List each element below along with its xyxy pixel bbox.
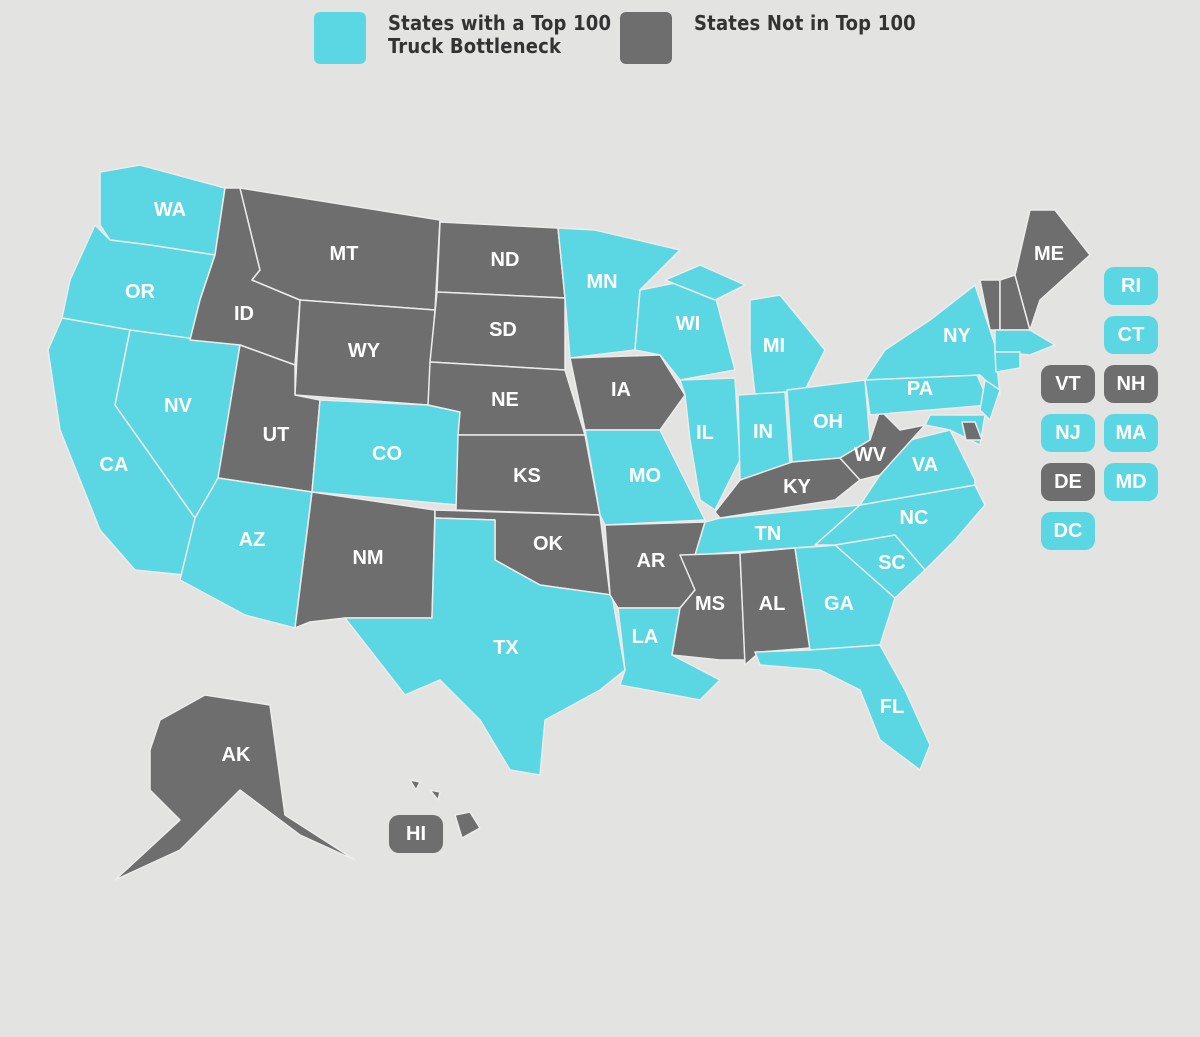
- state-label-wa: WA: [154, 199, 186, 221]
- state-label-sc: SC: [878, 552, 906, 574]
- state-button-de[interactable]: DE: [1041, 463, 1095, 501]
- state-label-az: AZ: [239, 529, 266, 551]
- state-label-me: ME: [1034, 243, 1064, 265]
- state-label-ar: AR: [637, 550, 666, 572]
- legend-swatch-not-top100: [620, 12, 672, 64]
- state-button-nj[interactable]: NJ: [1041, 414, 1095, 452]
- state-hi[interactable]: [409, 779, 421, 791]
- state-button-ri[interactable]: RI: [1104, 267, 1158, 305]
- state-nj[interactable]: [979, 379, 1001, 421]
- state-label-al: AL: [759, 593, 786, 615]
- state-button-vt[interactable]: VT: [1041, 365, 1095, 403]
- state-label-nd: ND: [491, 249, 520, 271]
- state-label-ny: NY: [943, 325, 971, 347]
- state-label-la: LA: [632, 626, 659, 648]
- state-label-ri: RI: [1121, 275, 1141, 297]
- state-label-ut: UT: [263, 424, 290, 446]
- state-label-ma: MA: [1115, 422, 1146, 444]
- state-label-id: ID: [234, 303, 254, 325]
- state-al[interactable]: [739, 547, 811, 666]
- state-ak[interactable]: [114, 694, 356, 881]
- state-button-ma[interactable]: MA: [1104, 414, 1158, 452]
- state-mi[interactable]: [749, 294, 826, 396]
- state-ma[interactable]: [994, 329, 1056, 356]
- state-label-co: CO: [372, 443, 402, 465]
- state-hi[interactable]: [429, 789, 441, 801]
- state-fl[interactable]: [754, 644, 931, 771]
- state-mi[interactable]: [664, 264, 746, 301]
- state-ia[interactable]: [569, 354, 686, 431]
- state-label-wv: WV: [854, 444, 887, 466]
- state-label-ak: AK: [222, 744, 251, 766]
- state-ct[interactable]: [994, 351, 1021, 373]
- state-label-de: DE: [1054, 471, 1082, 493]
- state-label-dc: DC: [1054, 520, 1083, 542]
- state-label-tn: TN: [755, 523, 782, 545]
- state-label-ms: MS: [695, 593, 725, 615]
- state-mo[interactable]: [584, 429, 706, 526]
- state-label-ok: OK: [533, 533, 564, 555]
- state-label-nv: NV: [164, 395, 192, 417]
- state-label-mo: MO: [629, 465, 661, 487]
- state-label-mi: MI: [763, 335, 785, 357]
- state-button-nh[interactable]: NH: [1104, 365, 1158, 403]
- state-tx[interactable]: [344, 517, 626, 776]
- state-label-in: IN: [753, 421, 773, 443]
- state-label-tx: TX: [493, 637, 519, 659]
- state-me[interactable]: [1014, 209, 1091, 331]
- state-label-il: IL: [696, 422, 714, 444]
- state-label-va: VA: [912, 454, 938, 476]
- state-label-mt: MT: [330, 243, 359, 265]
- state-wv[interactable]: [839, 409, 926, 481]
- state-label-or: OR: [125, 281, 156, 303]
- state-label-nh: NH: [1117, 373, 1146, 395]
- state-label-nj: NJ: [1055, 422, 1081, 444]
- state-hi[interactable]: [454, 811, 481, 839]
- legend-item-top100: States with a Top 100 Truck Bottleneck: [314, 12, 611, 64]
- state-label-wi: WI: [676, 313, 700, 335]
- state-label-mn: MN: [586, 271, 617, 293]
- state-label-wy: WY: [348, 340, 381, 362]
- legend-swatch-top100: [314, 12, 366, 64]
- state-button-dc[interactable]: DC: [1041, 512, 1095, 550]
- state-label-ky: KY: [783, 476, 811, 498]
- state-label-vt: VT: [1055, 373, 1081, 395]
- state-label-ks: KS: [513, 465, 541, 487]
- state-label-oh: OH: [813, 411, 843, 433]
- state-label-sd: SD: [489, 319, 517, 341]
- state-label-nm: NM: [352, 547, 383, 569]
- state-label-ca: CA: [100, 454, 129, 476]
- state-label-ga: GA: [824, 593, 854, 615]
- state-label-pa: PA: [907, 378, 933, 400]
- state-label-nc: NC: [900, 507, 929, 529]
- state-label-md: MD: [1115, 471, 1146, 493]
- state-button-ct[interactable]: CT: [1104, 316, 1158, 354]
- state-button-md[interactable]: MD: [1104, 463, 1158, 501]
- state-il[interactable]: [679, 377, 741, 511]
- legend-label-not-top100: States Not in Top 100: [694, 11, 916, 35]
- legend-item-not-top100: States Not in Top 100: [620, 12, 916, 64]
- legend-label-top100: States with a Top 100 Truck Bottleneck: [388, 11, 612, 58]
- state-label-fl: FL: [880, 696, 904, 718]
- state-de[interactable]: [961, 421, 983, 441]
- state-label-ct: CT: [1118, 324, 1145, 346]
- state-label-hi: HI: [406, 823, 426, 845]
- state-button-hi[interactable]: HI: [389, 815, 443, 853]
- state-label-ne: NE: [491, 389, 519, 411]
- state-label-ia: IA: [611, 379, 631, 401]
